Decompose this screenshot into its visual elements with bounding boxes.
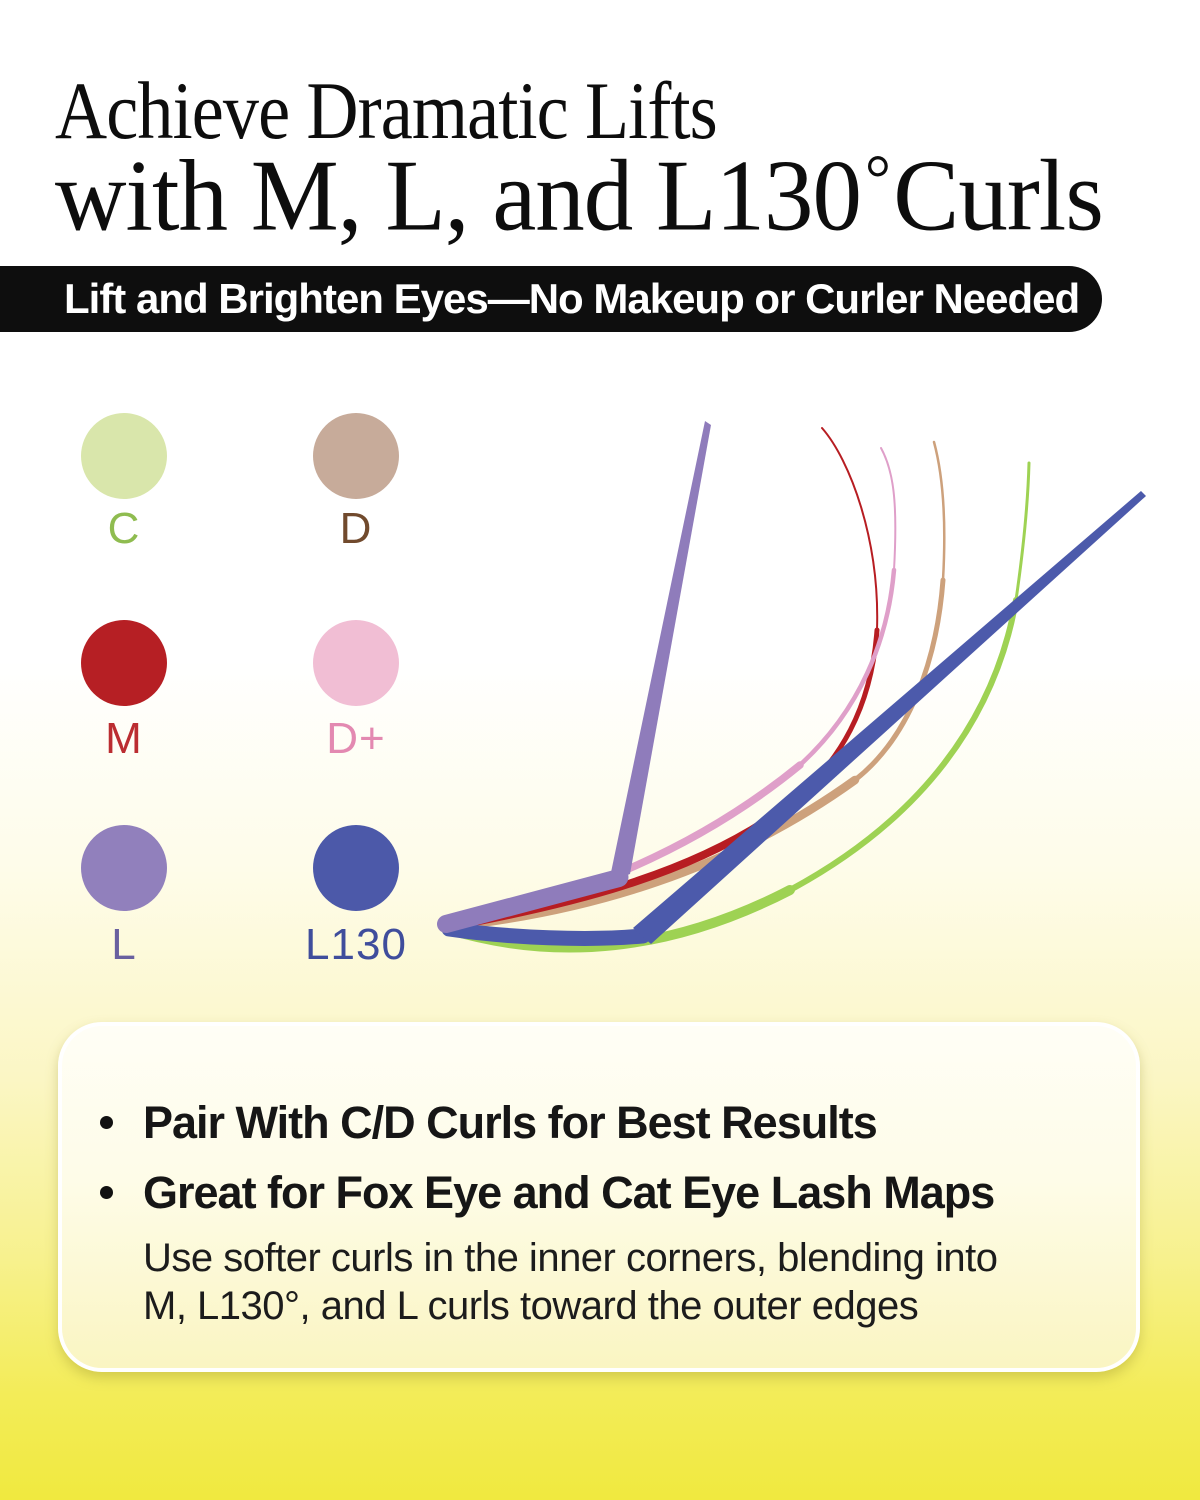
curl-swatch-m (81, 620, 167, 706)
subtitle-banner: Lift and Brighten Eyes—No Makeup or Curl… (0, 266, 1102, 332)
curl-swatch-l130 (313, 825, 399, 911)
bullet-dot-1 (100, 1116, 113, 1129)
title-line-2-suffix: Curls (893, 139, 1104, 253)
curl-line-m (443, 427, 880, 931)
subtitle-banner-text: Lift and Brighten Eyes—No Makeup or Curl… (64, 275, 1080, 322)
curl-line-dplus (443, 447, 897, 931)
curl-swatch-dplus (313, 620, 399, 706)
degree-symbol: ° (864, 141, 891, 216)
curl-label-dplus: D+ (326, 714, 386, 763)
title-line-2-prefix: with M, L, and L130 (55, 139, 862, 253)
tip-lash-maps: Great for Fox Eye and Cat Eye Lash Maps (143, 1167, 995, 1218)
tip-pair-curls: Pair With C/D Curls for Best Results (143, 1097, 878, 1148)
curl-line-l130 (441, 491, 1146, 946)
title-line-1: Achieve Dramatic Lifts (55, 65, 718, 156)
tip-note-line-1: Use softer curls in the inner corners, b… (143, 1236, 998, 1280)
curl-label-c: C (107, 504, 141, 553)
curl-line-l (437, 421, 711, 933)
tip-note-line-2: M, L130°, and L curls toward the outer e… (143, 1284, 919, 1328)
curl-line-c (442, 461, 1031, 953)
curl-swatch-d (313, 413, 399, 499)
bullet-dot-2 (100, 1186, 113, 1199)
curl-label-m: M (105, 714, 143, 763)
curl-label-l: L (111, 920, 137, 969)
curl-line-d (442, 440, 946, 932)
curl-label-l130: L130 (305, 920, 407, 969)
title-line-2: with M, L, and L130°Curls (55, 145, 1104, 247)
curl-swatch-l (81, 825, 167, 911)
tips-card (58, 1022, 1140, 1372)
curl-swatch-c (81, 413, 167, 499)
tip-note: Use softer curls in the inner corners, b… (143, 1234, 998, 1330)
curl-label-d: D (339, 504, 373, 553)
